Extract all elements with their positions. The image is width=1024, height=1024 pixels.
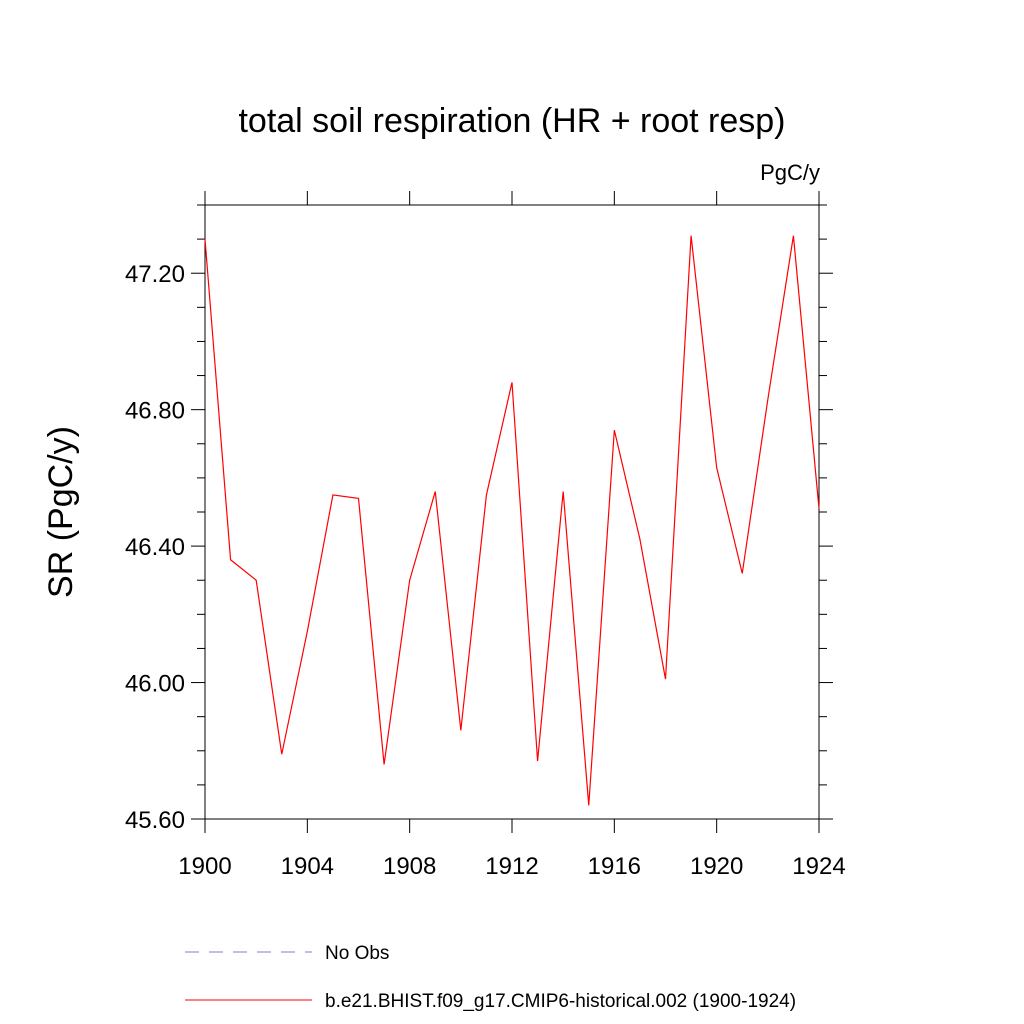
legend-label-0: No Obs [325, 943, 389, 964]
y-tick-label: 47.20 [125, 261, 185, 288]
legend: No Obs b.e21.BHIST.f09_g17.CMIP6-historic… [185, 943, 796, 1012]
y-tick-label: 46.80 [125, 398, 185, 425]
units-label: PgC/y [760, 160, 820, 185]
y-tick-label: 46.40 [125, 534, 185, 561]
y-tick-label: 45.60 [125, 807, 185, 834]
x-tick-label: 1908 [383, 853, 436, 880]
x-tick-label: 1904 [281, 853, 334, 880]
x-tick-label: 1916 [588, 853, 641, 880]
x-tick-label: 1920 [690, 853, 743, 880]
series-line-0 [204, 235, 820, 806]
chart-title: total soil respiration (HR + root resp) [238, 102, 785, 140]
ticks-layer: 1900 1904 1908 1912 1916 1920 1924 45.60 46.00 46… [125, 191, 846, 880]
legend-label-1: b.e21.BHIST.f09_g17.CMIP6-historical.002… [325, 991, 796, 1012]
series-layer [204, 235, 820, 806]
y-tick-label: 46.00 [125, 671, 185, 698]
x-tick-label: 1924 [792, 853, 845, 880]
x-tick-label: 1900 [178, 853, 231, 880]
x-tick-label: 1912 [485, 853, 538, 880]
y-axis-label: SR (PgC/y) [42, 426, 80, 598]
